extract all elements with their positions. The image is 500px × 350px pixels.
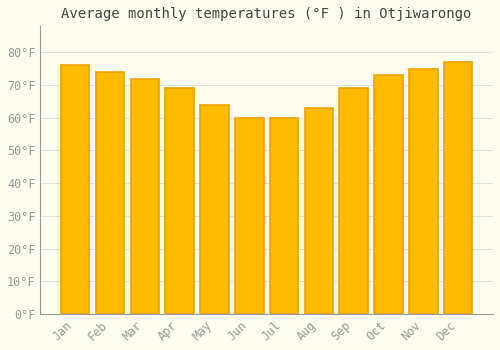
Bar: [444, 62, 472, 314]
Bar: [374, 75, 403, 314]
Bar: [200, 105, 228, 314]
Bar: [235, 118, 264, 314]
Bar: [270, 118, 298, 314]
Bar: [96, 72, 124, 314]
Bar: [304, 108, 333, 314]
Bar: [340, 89, 368, 314]
Bar: [130, 78, 159, 314]
Bar: [409, 69, 438, 314]
Bar: [166, 89, 194, 314]
Bar: [61, 65, 90, 314]
Title: Average monthly temperatures (°F ) in Otjiwarongo: Average monthly temperatures (°F ) in Ot…: [62, 7, 472, 21]
